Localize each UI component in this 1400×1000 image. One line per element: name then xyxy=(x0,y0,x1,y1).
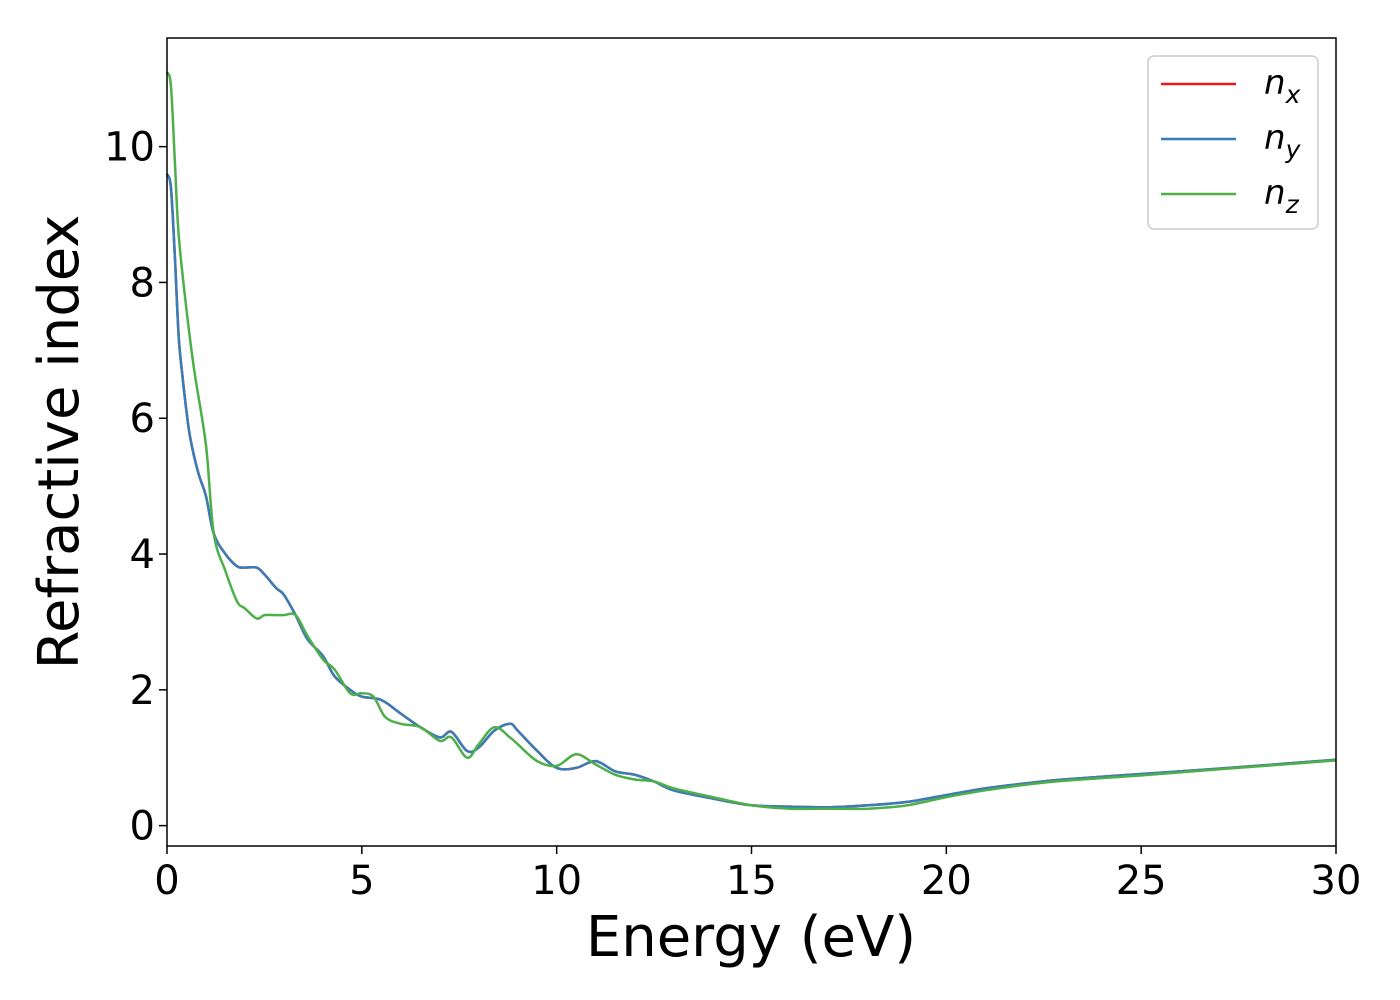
x-tick-label: 5 xyxy=(349,858,374,904)
series-line-n-z xyxy=(165,71,1337,811)
y-tick-label: 2 xyxy=(130,668,155,714)
legend-label-subscript: y xyxy=(1285,135,1302,164)
legend-label-main: n xyxy=(1264,63,1286,103)
series-layer xyxy=(165,71,1337,811)
x-tick-label: 10 xyxy=(531,858,582,904)
x-tick-label: 20 xyxy=(921,858,972,904)
x-tick-label: 15 xyxy=(726,858,777,904)
y-tick-label: 0 xyxy=(130,804,155,850)
legend-label-n-x: nx xyxy=(1264,63,1301,109)
x-axis-title: Energy (eV) xyxy=(586,905,916,970)
legend-label-n-y: ny xyxy=(1264,118,1302,164)
x-axis-ticks: 0 5 10 15 20 25 30 xyxy=(154,846,1361,904)
legend-label-subscript: z xyxy=(1285,190,1300,219)
legend-label-subscript: x xyxy=(1285,80,1301,109)
y-tick-label: 8 xyxy=(130,260,155,306)
y-axis-ticks: 0 2 4 6 8 10 xyxy=(104,125,167,850)
series-line-n-y xyxy=(165,173,1337,809)
x-tick-label: 25 xyxy=(1116,858,1167,904)
legend-box xyxy=(1147,55,1319,230)
y-axis-title: Refractive index xyxy=(27,215,92,670)
legend-label-main: n xyxy=(1264,118,1286,158)
x-tick-label: 0 xyxy=(154,858,179,904)
y-tick-label: 6 xyxy=(130,396,155,442)
x-tick-label: 30 xyxy=(1311,858,1362,904)
legend-label-n-z: nz xyxy=(1264,173,1300,219)
y-tick-label: 4 xyxy=(130,532,155,578)
series-line-n-x xyxy=(165,173,1337,809)
y-tick-label: 10 xyxy=(104,125,155,171)
legend-label-main: n xyxy=(1264,173,1286,213)
